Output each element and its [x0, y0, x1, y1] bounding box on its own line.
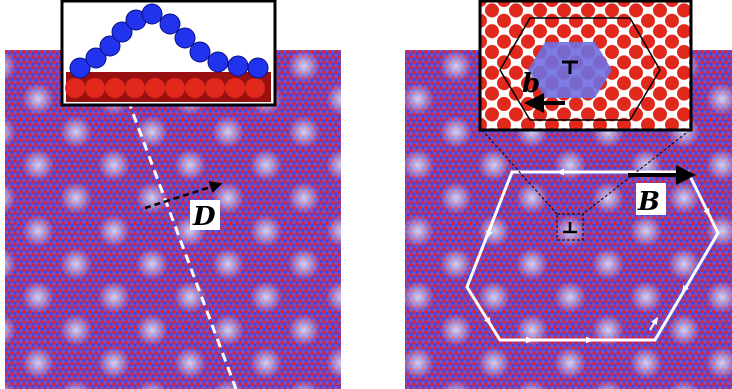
label-box [190, 200, 220, 230]
zoom-box [556, 213, 584, 241]
label: D [192, 202, 216, 232]
boundary-line [126, 99, 238, 389]
label: B [637, 187, 660, 217]
circuit-arrows [483, 168, 710, 344]
label-box [636, 183, 666, 215]
panel-left: D [5, 0, 341, 389]
arrow [144, 181, 223, 210]
inset-label: b [522, 69, 540, 99]
panel-right: B b [405, 0, 732, 389]
inset: b [478, 0, 693, 132]
dislocation-symbol [563, 222, 577, 234]
inset [60, 0, 277, 107]
zoom-lines [481, 129, 691, 215]
